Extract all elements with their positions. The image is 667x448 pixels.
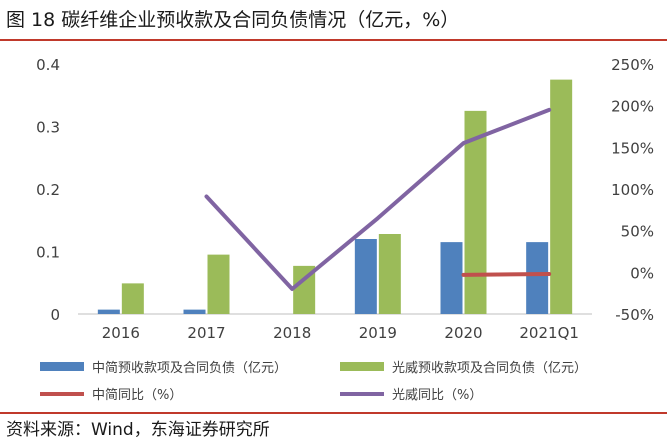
- bar-zhongjian: [183, 309, 206, 314]
- y-right-tick-label: 200%: [611, 98, 654, 116]
- line-series-zhongjian-yoy: [461, 272, 552, 277]
- legend-label: 光威同比（%）: [392, 388, 482, 403]
- bar-guangwei: [550, 79, 573, 314]
- y-right-tick-label: 150%: [611, 139, 654, 157]
- chart-title: 图 18 碳纤维企业预收款及合同负债情况（亿元，%）: [6, 9, 460, 31]
- bar-guangwei: [378, 234, 401, 314]
- bar-zhongjian: [354, 239, 377, 314]
- bar-guangwei: [121, 283, 144, 314]
- bar-zhongjian: [440, 242, 463, 314]
- legend-swatch: [340, 362, 384, 371]
- y-right-tick-label: 50%: [621, 223, 654, 241]
- legend-swatch: [40, 362, 84, 371]
- legend-label: 光威预收款项及合同负债（亿元）: [392, 361, 587, 376]
- y-left-tick-label: 0.3: [36, 119, 60, 137]
- x-tick-label: 2021Q1: [519, 324, 579, 342]
- y-left-tick-label: 0: [50, 306, 60, 324]
- y-left-tick-label: 0.1: [36, 244, 60, 262]
- legend-label: 中简同比（%）: [92, 387, 182, 403]
- y-left-tick-label: 0.2: [36, 181, 60, 199]
- y-left-tick-label: 0.4: [36, 56, 60, 74]
- y-right-tick-label: 250%: [611, 56, 654, 74]
- legend-label: 中简预收款项及合同负债（亿元）: [92, 360, 287, 376]
- line-series-guangwei-yoy: [204, 107, 552, 291]
- bar-zhongjian: [526, 242, 549, 314]
- x-tick-label: 2016: [102, 324, 140, 342]
- y-right-tick-label: 100%: [611, 181, 654, 199]
- x-tick-label: 2018: [273, 324, 311, 342]
- bar-zhongjian: [97, 309, 120, 314]
- title-divider: [0, 39, 667, 41]
- bar-guangwei: [207, 254, 230, 314]
- bar-guangwei: [293, 265, 316, 314]
- footer-divider: [0, 412, 667, 414]
- y-right-tick-label: -50%: [615, 306, 654, 324]
- x-tick-label: 2019: [359, 324, 397, 342]
- source-note: 资料来源：Wind，东海证券研究所: [6, 420, 270, 440]
- bar-guangwei: [464, 110, 487, 314]
- x-tick-label: 2020: [444, 324, 482, 342]
- y-right-tick-label: 0%: [630, 264, 654, 282]
- x-tick-label: 2017: [187, 324, 225, 342]
- combo-chart: 0 0.1 0.2 0.3 0.4 250% 200% 150% 100% 50% 0% -50% 20…: [36, 56, 654, 403]
